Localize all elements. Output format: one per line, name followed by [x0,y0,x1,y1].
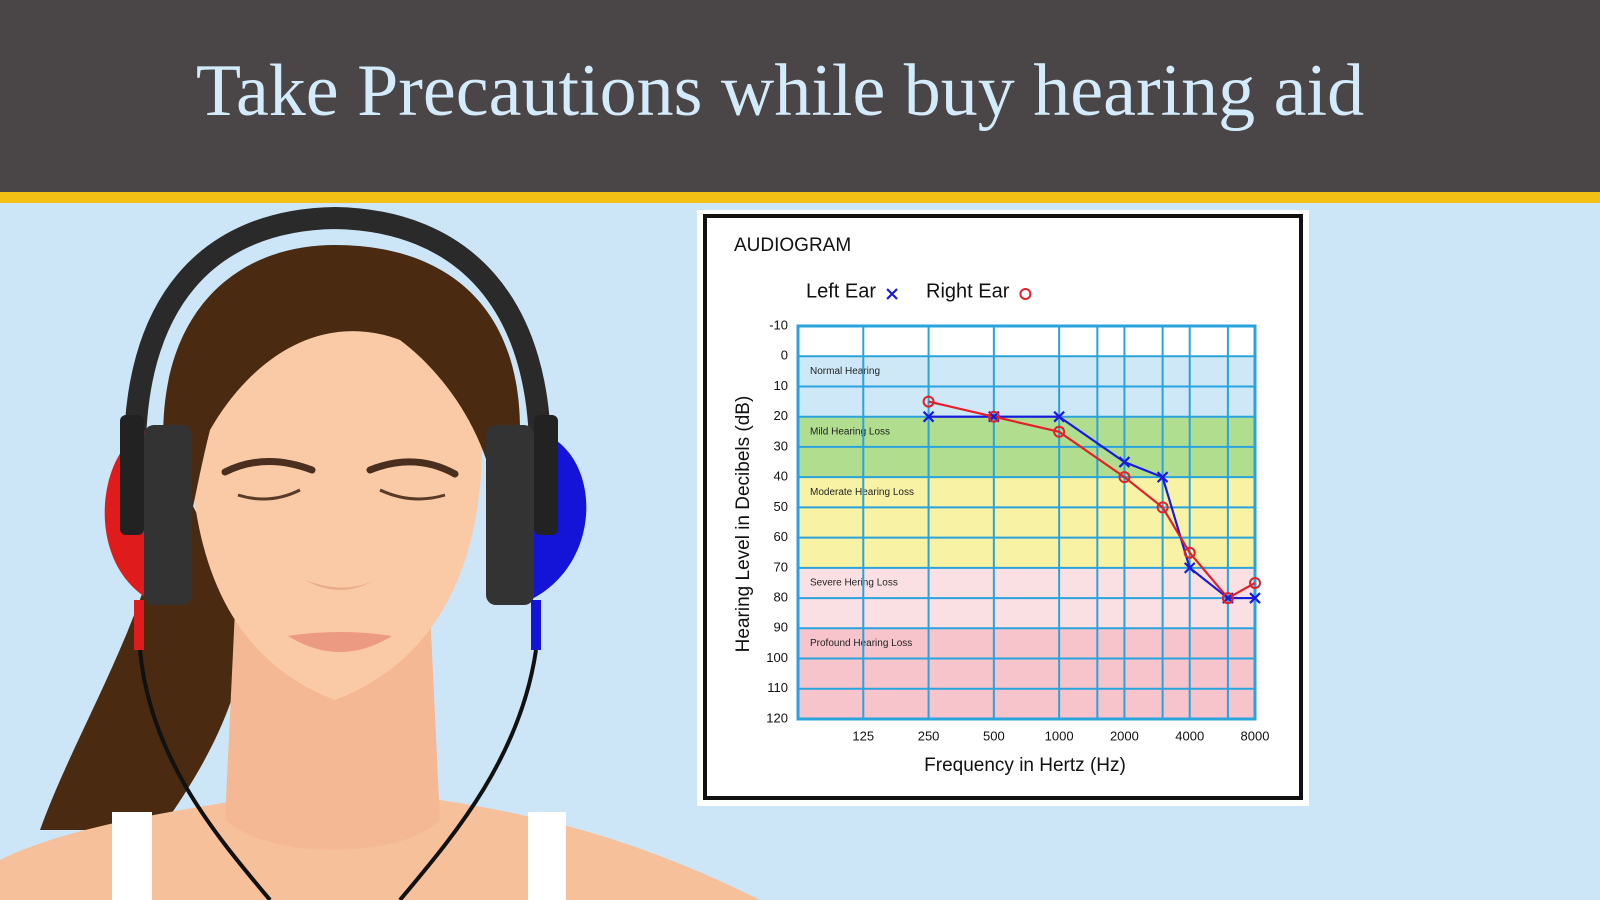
legend-label: Left Ear [806,280,876,302]
plug-right [531,600,541,650]
y-tick-label: 10 [774,378,788,393]
y-tick-label: 50 [774,499,788,514]
top-strap-right [528,812,566,900]
cable-right [398,649,538,900]
eye-left [237,488,301,501]
shoulders [0,800,760,900]
y-tick-label: 80 [774,590,788,605]
band-label: Normal Hearing [810,366,880,377]
y-tick-label: 60 [774,529,788,544]
band [798,477,1255,568]
arm-right [534,415,558,535]
legend-label: Right Ear [926,280,1010,302]
data-point [922,395,935,408]
plug-left [134,600,144,650]
lips [288,632,392,652]
band-label: Moderate Hearing Loss [810,487,914,498]
band-label: Mild Hearing Loss [810,426,890,437]
data-point [987,410,1000,423]
data-point [1249,592,1261,604]
x-tick-label: 500 [983,728,1005,743]
y-tick-label: 100 [766,650,788,665]
x-tick-label: 2000 [1110,728,1139,743]
data-point [1118,471,1131,484]
y-tick-label: 40 [774,469,788,484]
x-tick-label: 125 [852,728,874,743]
series-line [928,400,1256,600]
x-axis-label: Frequency in Hertz (Hz) [924,755,1126,776]
y-axis-label: Hearing Level in Decibels (dB) [733,396,754,653]
data-point [1249,576,1261,589]
band-label: Profound Hearing Loss [810,638,912,649]
top-strap-left [112,812,152,900]
data-point [1221,592,1234,605]
face [189,300,483,700]
data-point [1183,562,1196,574]
slide-title: Take Precautions while buy hearing aid [196,50,1364,132]
legend-symbol [886,288,898,300]
eyebrow-right [366,458,459,478]
arm-left [120,415,144,535]
band [798,628,1255,719]
earpad-right [486,425,534,605]
earpad-left [144,425,192,605]
ponytail [40,470,250,830]
data-point [1156,471,1169,483]
y-tick-label: 120 [766,710,788,725]
header-bar [0,0,1600,192]
series-line [928,415,1255,600]
plot: Normal Hearing Mild Hearing Loss Moderate … [766,280,1269,743]
chart-title: AUDIOGRAM [734,235,851,256]
x-tick-label: 250 [918,728,940,743]
eye-right [379,488,446,501]
nose [305,580,375,590]
y-tick-label: 90 [774,620,788,635]
data-point [922,410,935,423]
band-label: Severe Hering Loss [810,577,898,588]
y-tick-label: 20 [774,408,788,423]
cable-left [138,649,272,900]
hair [163,245,521,520]
x-tick-label: 8000 [1241,728,1270,743]
data-point [1156,501,1169,514]
x-tick-label: 1000 [1045,728,1074,743]
eyebrow-left [221,458,316,476]
y-tick-label: 70 [774,559,788,574]
data-point [1183,546,1196,559]
data-point [1053,410,1065,423]
legend-symbol [1019,288,1032,300]
headband [123,206,552,471]
x-tick-label: 4000 [1175,728,1204,743]
y-tick-label: -10 [769,317,788,332]
accent-stripe [0,192,1600,203]
y-tick-label: 110 [767,680,788,695]
y-tick-label: 30 [774,438,788,453]
plot-border [796,324,1257,721]
illustration [0,206,760,900]
data-point [1118,456,1131,468]
y-tick-label: 0 [781,348,788,363]
data-point [1053,425,1066,438]
